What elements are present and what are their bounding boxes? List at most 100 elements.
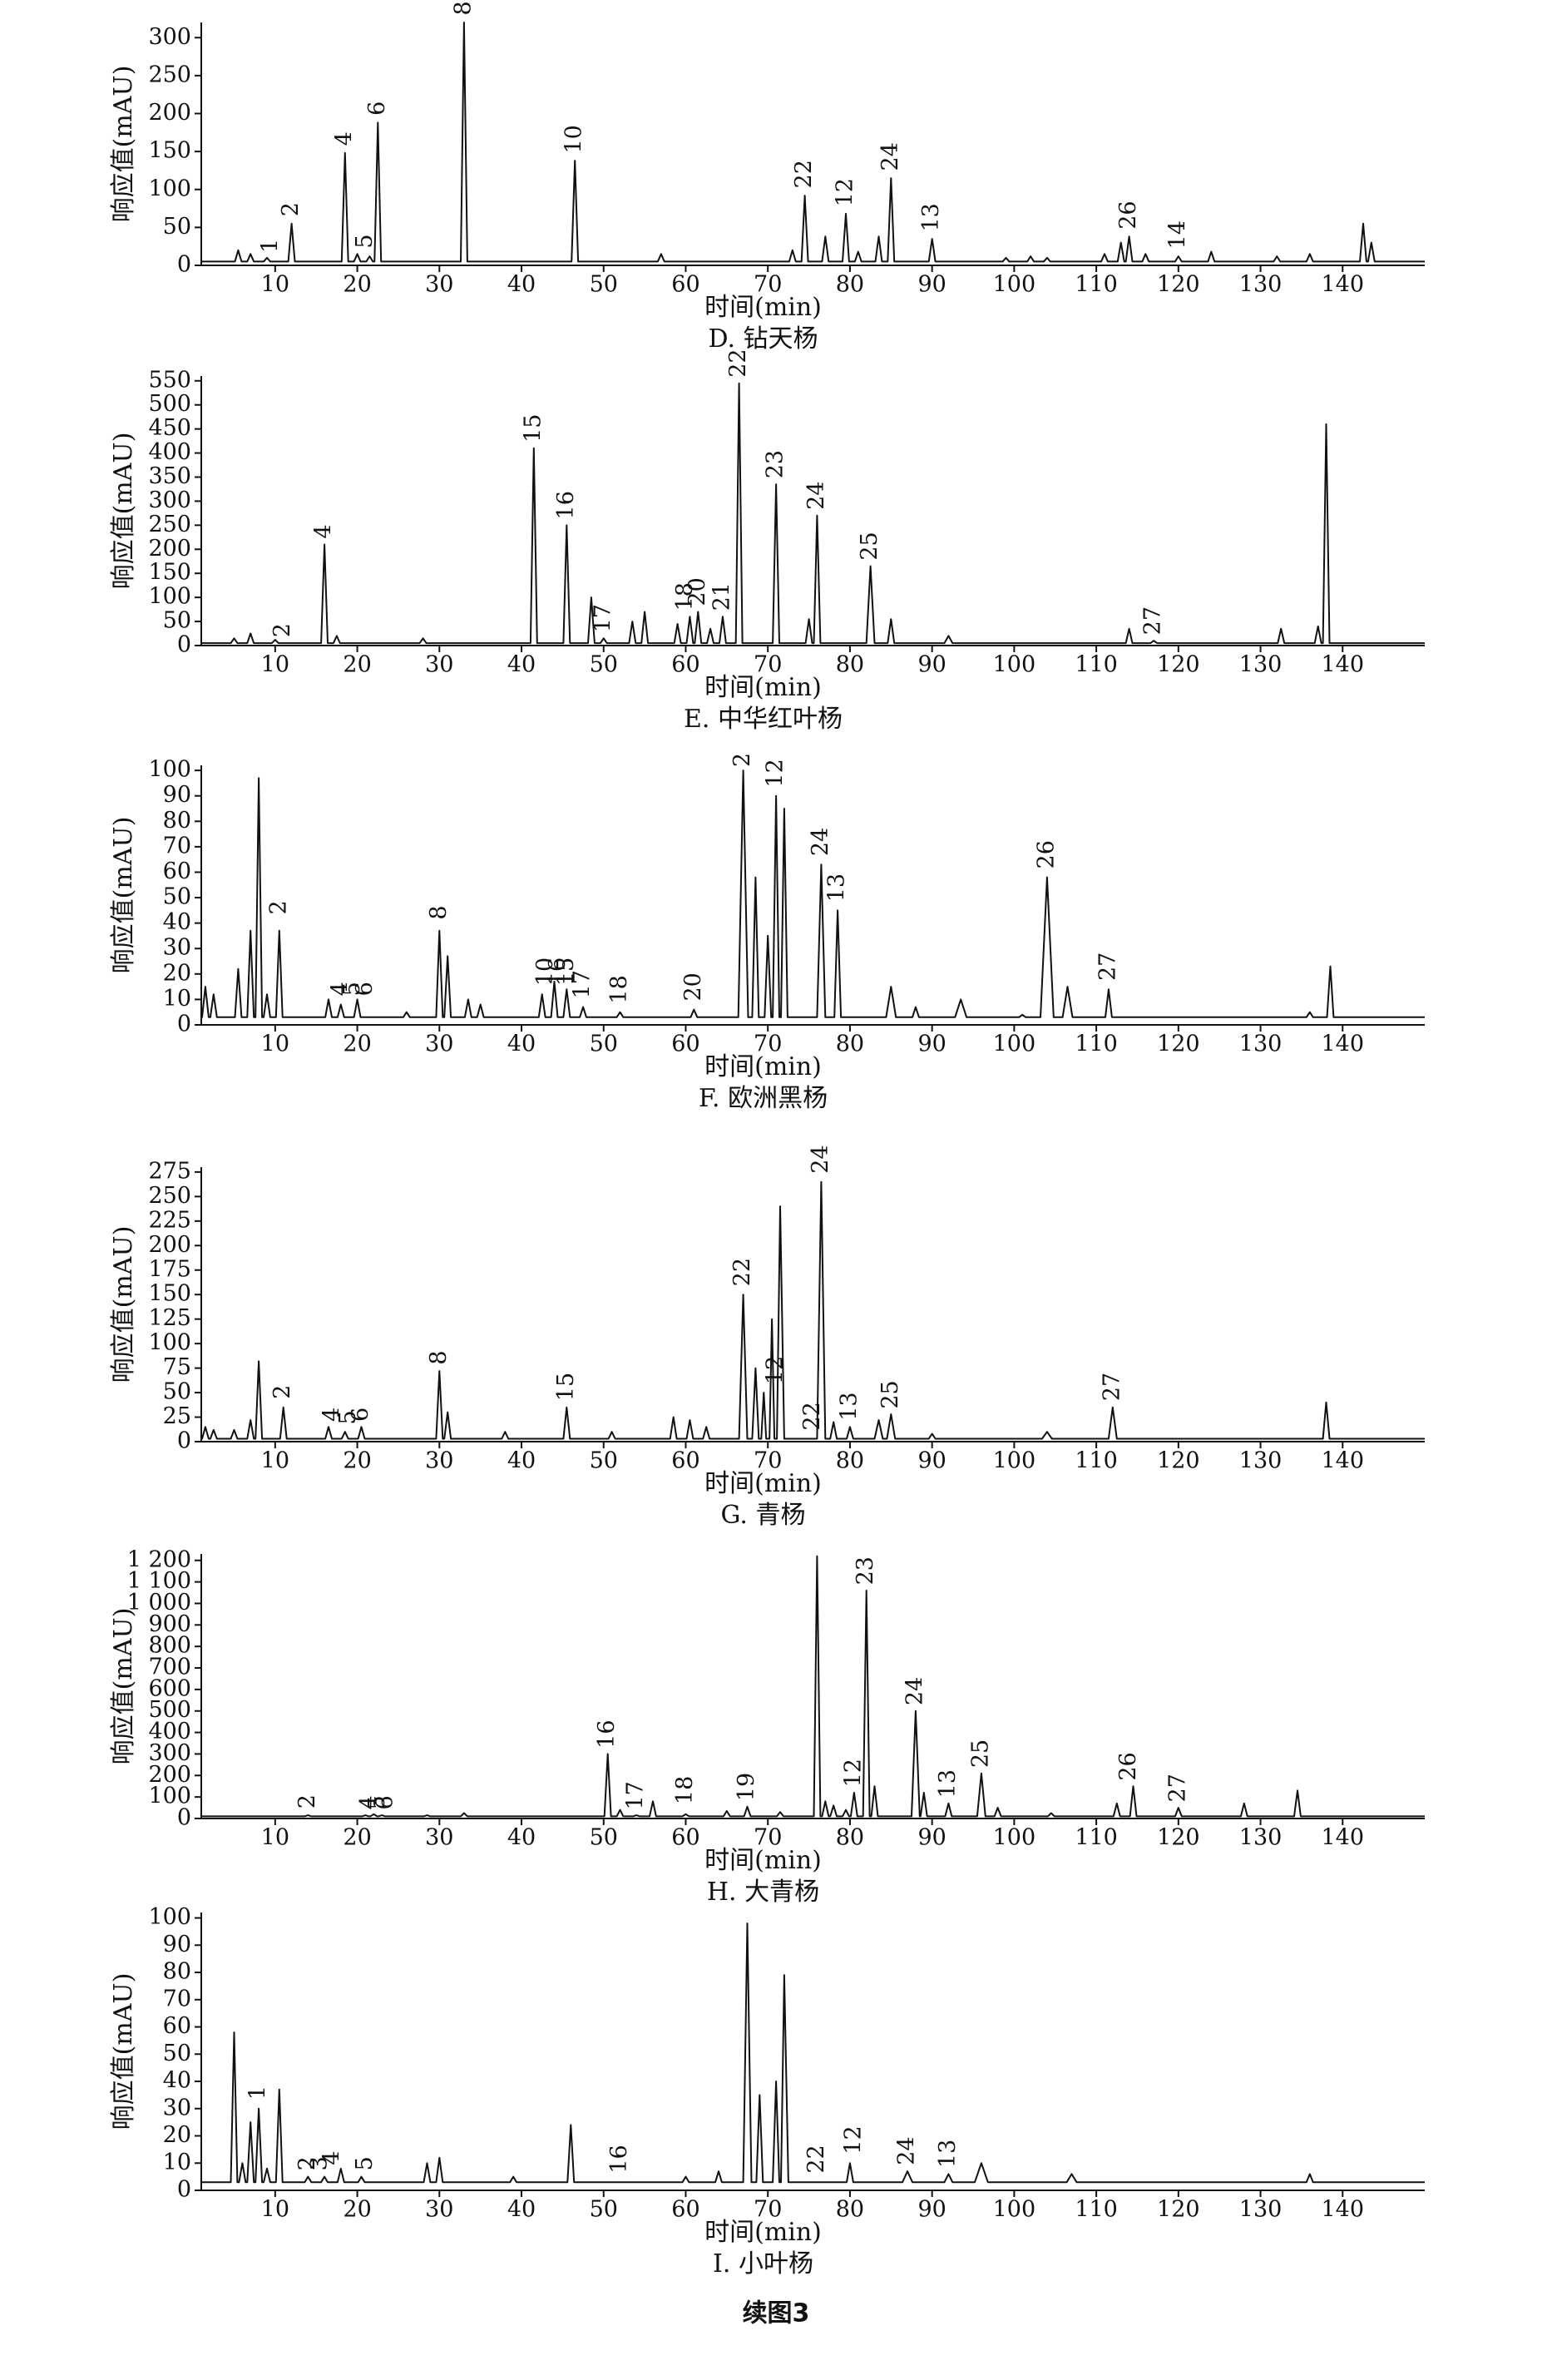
x-tick-label: 90 bbox=[917, 652, 946, 678]
peak-label: 13 bbox=[935, 2140, 961, 2168]
x-axis-label: 时间(min) bbox=[704, 1469, 822, 1498]
x-tick-label: 10 bbox=[261, 2197, 289, 2223]
peak-label: 5 bbox=[335, 1410, 361, 1424]
peak-label: 20 bbox=[685, 577, 710, 606]
y-tick-label: 300 bbox=[148, 24, 191, 50]
peak-label: 24 bbox=[803, 482, 829, 510]
peak-label: 23 bbox=[763, 450, 788, 478]
peak-label: 24 bbox=[808, 828, 833, 856]
x-tick-label: 60 bbox=[671, 2197, 699, 2223]
x-tick-label: 30 bbox=[425, 272, 453, 298]
y-tick-label: 150 bbox=[148, 1281, 191, 1307]
y-tick-label: 40 bbox=[163, 909, 191, 935]
y-tick-label: 0 bbox=[177, 252, 191, 278]
x-axis-label: 时间(min) bbox=[704, 1846, 822, 1875]
y-tick-label: 60 bbox=[163, 858, 191, 884]
y-tick-label: 1 100 bbox=[127, 1568, 191, 1594]
peak-label: 2 bbox=[294, 2156, 320, 2170]
x-axis-label: 时间(min) bbox=[704, 293, 822, 322]
y-tick-label: 70 bbox=[163, 833, 191, 858]
x-tick-label: 130 bbox=[1239, 1448, 1283, 1474]
peak-label: 25 bbox=[967, 1739, 993, 1768]
x-tick-label: 140 bbox=[1322, 1825, 1365, 1851]
peak-label: 3 bbox=[307, 2156, 333, 2170]
peak-label: 24 bbox=[877, 142, 903, 171]
x-tick-label: 30 bbox=[425, 1825, 453, 1851]
y-tick-label: 1 200 bbox=[127, 1546, 191, 1572]
peak-label: 18 bbox=[672, 582, 698, 611]
peak-label: 27 bbox=[1099, 1373, 1124, 1401]
x-tick-label: 10 bbox=[261, 1032, 289, 1057]
peak-label: 2 bbox=[265, 900, 291, 914]
x-tick-label: 10 bbox=[261, 272, 289, 298]
peak-label: 22 bbox=[803, 2145, 829, 2173]
x-tick-label: 90 bbox=[917, 1448, 946, 1474]
y-tick-label: 80 bbox=[163, 1959, 191, 1985]
y-tick-label: 50 bbox=[163, 2041, 191, 2066]
x-tick-label: 140 bbox=[1322, 2197, 1365, 2223]
peak-label: 2 bbox=[294, 1794, 320, 1809]
x-tick-label: 100 bbox=[993, 1032, 1036, 1057]
x-tick-label: 110 bbox=[1075, 272, 1118, 298]
peak-label: 27 bbox=[1095, 952, 1120, 981]
y-tick-label: 50 bbox=[163, 1379, 191, 1405]
y-tick-label: 250 bbox=[148, 1183, 191, 1209]
x-tick-label: 70 bbox=[754, 1032, 782, 1057]
x-tick-label: 100 bbox=[993, 2197, 1036, 2223]
peak-label: 12 bbox=[840, 1759, 866, 1787]
x-tick-label: 110 bbox=[1075, 2197, 1118, 2223]
x-tick-label: 120 bbox=[1157, 1032, 1200, 1057]
y-tick-label: 400 bbox=[148, 439, 191, 465]
peak-label: 15 bbox=[553, 1373, 579, 1401]
x-tick-label: 50 bbox=[590, 1448, 618, 1474]
x-tick-label: 60 bbox=[671, 272, 699, 298]
peak-label: 2 bbox=[729, 753, 755, 767]
y-tick-label: 0 bbox=[177, 1012, 191, 1037]
peak-label: 25 bbox=[877, 1380, 903, 1408]
peak-label: 12 bbox=[763, 759, 788, 787]
x-tick-label: 30 bbox=[425, 652, 453, 678]
peak-label: 19 bbox=[734, 1773, 759, 1801]
y-tick-label: 200 bbox=[148, 1232, 191, 1258]
y-tick-label: 300 bbox=[148, 1740, 191, 1766]
chromatogram-trace bbox=[201, 22, 1425, 263]
y-tick-label: 500 bbox=[148, 1697, 191, 1723]
x-tick-label: 90 bbox=[917, 1032, 946, 1057]
x-tick-label: 70 bbox=[754, 1825, 782, 1851]
x-tick-label: 60 bbox=[671, 1032, 699, 1057]
peak-label: 4 bbox=[319, 1408, 344, 1422]
x-tick-label: 40 bbox=[507, 2197, 536, 2223]
peak-label: 15 bbox=[553, 957, 579, 986]
peak-label: 4 bbox=[327, 982, 353, 996]
y-axis-label: 响应值(mAU) bbox=[109, 433, 138, 590]
x-tick-label: 140 bbox=[1322, 652, 1365, 678]
peak-label: 24 bbox=[894, 2136, 920, 2165]
peak-label: 1 bbox=[257, 239, 283, 253]
peak-label: 15 bbox=[520, 414, 546, 443]
peak-label: 16 bbox=[553, 491, 579, 519]
y-tick-label: 550 bbox=[148, 367, 191, 393]
x-tick-label: 130 bbox=[1239, 2197, 1283, 2223]
peak-label: 27 bbox=[1140, 606, 1166, 635]
chart-title: H. 大青杨 bbox=[707, 1878, 819, 1907]
y-axis-label: 响应值(mAU) bbox=[109, 1973, 138, 2130]
y-tick-label: 150 bbox=[148, 560, 191, 586]
y-tick-label: 700 bbox=[148, 1655, 191, 1680]
x-tick-label: 40 bbox=[507, 652, 536, 678]
peak-label: 17 bbox=[623, 1781, 649, 1809]
peak-label: 14 bbox=[1164, 220, 1190, 249]
peak-label: 27 bbox=[1164, 1774, 1190, 1802]
peak-label: 22 bbox=[729, 1258, 755, 1286]
x-tick-label: 140 bbox=[1322, 272, 1365, 298]
y-tick-label: 100 bbox=[148, 757, 191, 783]
y-tick-label: 600 bbox=[148, 1675, 191, 1701]
x-tick-label: 120 bbox=[1157, 272, 1200, 298]
peak-label: 12 bbox=[840, 2125, 866, 2154]
peak-label: 10 bbox=[561, 125, 587, 153]
x-tick-label: 60 bbox=[671, 1448, 699, 1474]
peak-label: 5 bbox=[352, 2156, 378, 2170]
peak-label: 13 bbox=[935, 1769, 961, 1798]
peak-label: 5 bbox=[364, 1795, 390, 1809]
peak-label: 17 bbox=[570, 970, 596, 998]
